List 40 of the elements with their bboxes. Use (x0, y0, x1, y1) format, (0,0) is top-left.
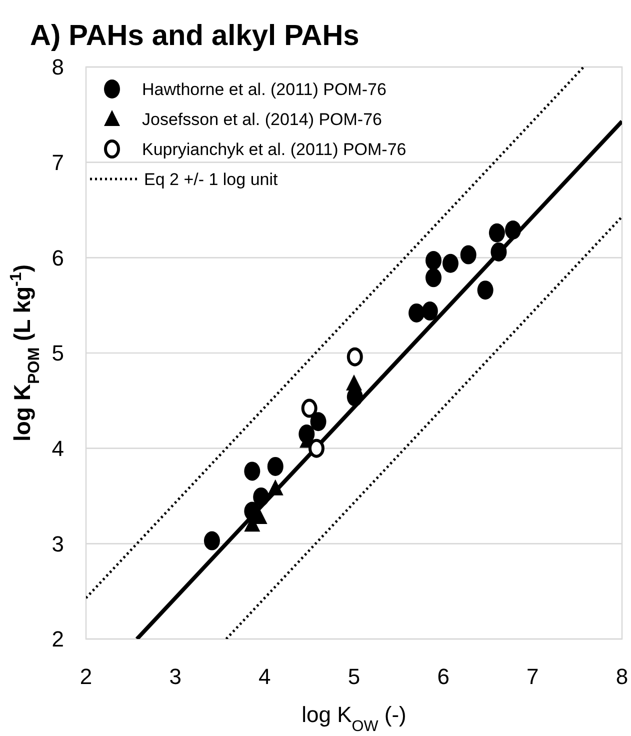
point (267, 456, 284, 476)
legend-label: Eq 2 +/- 1 log unit (144, 170, 278, 189)
point (204, 531, 220, 550)
y-tick-label: 8 (52, 54, 64, 80)
point (490, 242, 507, 262)
point (488, 223, 505, 242)
legend-label: Hawthorne et al. (2011) POM-76 (142, 80, 386, 99)
point (267, 479, 284, 496)
chart-title: A) PAHs and alkyl PAHs (30, 20, 360, 52)
point (301, 398, 318, 418)
x-tick-label: 3 (169, 664, 182, 689)
point (422, 302, 438, 321)
y-tick-label: 4 (52, 436, 64, 462)
point (308, 438, 324, 458)
point (310, 412, 326, 432)
point (505, 220, 522, 240)
point (460, 245, 476, 264)
legend-label: Josefsson et al. (2014) POM-76 (142, 110, 382, 129)
point (426, 251, 442, 270)
point (477, 280, 494, 300)
x-tick-label: 6 (437, 664, 450, 689)
x-tick-label: 5 (348, 664, 360, 689)
y-tick-label: 3 (52, 531, 64, 556)
legend-label: Kupryianchyk et al. (2011) POM-76 (142, 140, 406, 159)
x-tick-label: 4 (258, 664, 271, 689)
point (346, 347, 363, 366)
y-tick-label: 5 (52, 340, 64, 366)
x-tick-label: 2 (80, 664, 92, 689)
point (426, 268, 442, 288)
point (253, 487, 270, 506)
x-axis-title: log K$_{OW}$ (-) (302, 702, 406, 734)
x-tick-label: 7 (526, 664, 539, 689)
y-tick-label: 2 (52, 626, 64, 652)
point (244, 462, 260, 481)
x-tick-label: 8 (616, 664, 628, 689)
y-tick-label: 6 (52, 245, 64, 270)
point (442, 254, 458, 273)
point (346, 374, 362, 391)
y-tick-label: 7 (52, 150, 64, 176)
point (408, 303, 425, 322)
